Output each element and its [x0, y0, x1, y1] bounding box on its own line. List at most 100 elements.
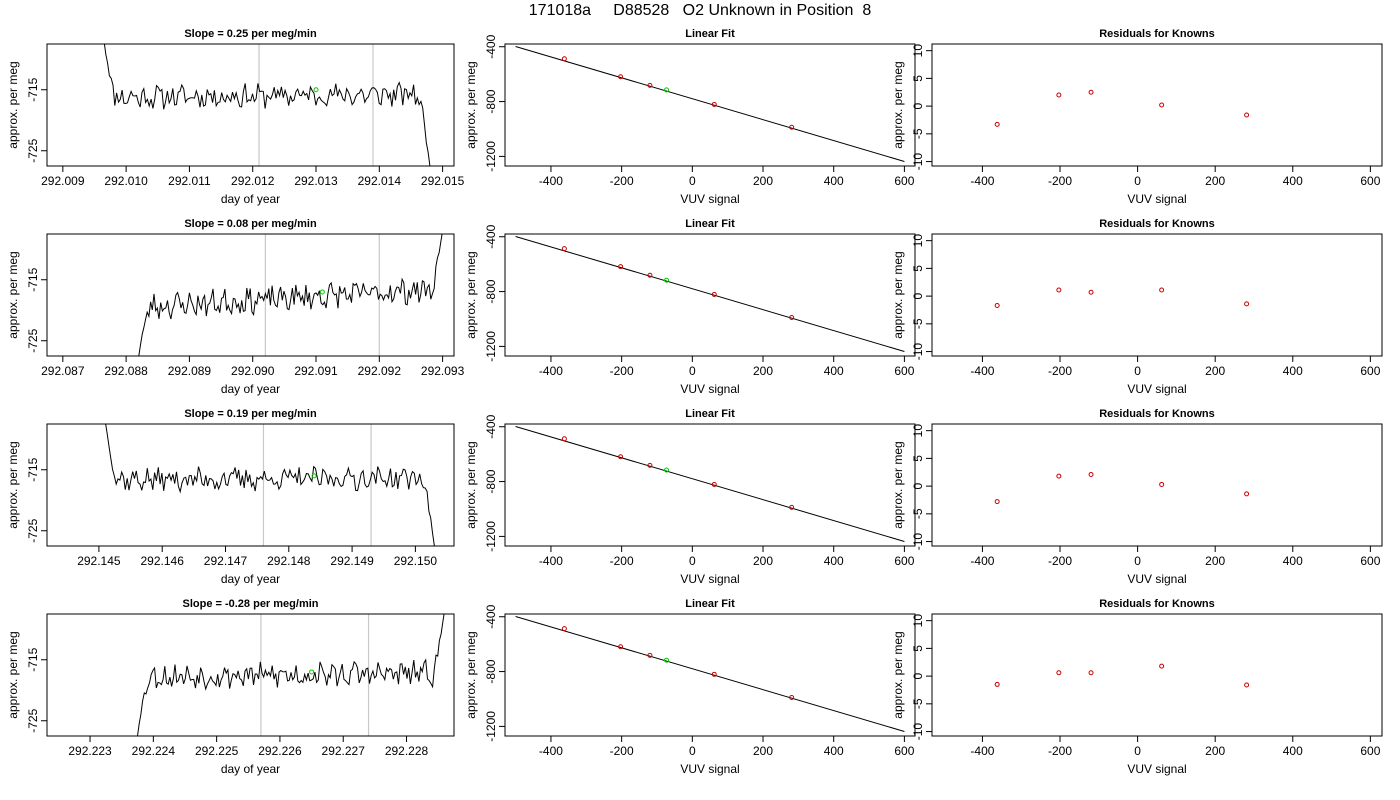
- y-tick-label: -800: [484, 89, 498, 113]
- known-point: [789, 124, 795, 130]
- residual-point: [1244, 112, 1250, 118]
- y-tick-label: -1200: [484, 141, 498, 172]
- x-tick-label: -400: [970, 364, 994, 378]
- known-point: [561, 56, 567, 62]
- x-tick-label: 600: [894, 554, 914, 568]
- known-point: [789, 694, 795, 700]
- x-tick-label: 200: [753, 554, 773, 568]
- x-tick-label: 292.010: [104, 174, 148, 188]
- x-tick-label: 292.088: [104, 364, 148, 378]
- x-tick-label: 400: [1283, 554, 1303, 568]
- known-point: [647, 652, 653, 658]
- x-tick-label: 400: [824, 554, 844, 568]
- x-tick-label: 200: [753, 174, 773, 188]
- known-point: [561, 246, 567, 252]
- x-tick-label: 292.146: [141, 554, 185, 568]
- y-axis-label: approx. per meg: [464, 441, 478, 528]
- y-tick-label: -800: [484, 469, 498, 493]
- unknown-sample-marker: [309, 669, 315, 675]
- x-tick-label: 400: [824, 364, 844, 378]
- plot-frame: [504, 613, 916, 737]
- unknown-point: [664, 657, 670, 663]
- x-tick-label: 292.228: [385, 744, 429, 758]
- x-tick-label: 600: [1360, 744, 1380, 758]
- x-tick-label: 200: [753, 364, 773, 378]
- x-tick-label: 600: [894, 174, 914, 188]
- x-tick-label: 400: [824, 744, 844, 758]
- plot-frame: [46, 423, 455, 547]
- y-tick-label: -800: [484, 659, 498, 683]
- y-tick-label: 10: [911, 614, 925, 628]
- x-tick-label: 292.087: [41, 364, 85, 378]
- y-axis-label: approx. per meg: [891, 631, 905, 718]
- known-point: [618, 454, 624, 460]
- x-tick-label: -200: [610, 364, 634, 378]
- x-tick-label: -400: [970, 554, 994, 568]
- unknown-point: [664, 87, 670, 93]
- residual-point: [1056, 670, 1062, 676]
- residual-point: [1056, 287, 1062, 293]
- known-point: [789, 314, 795, 320]
- unknown-sample-marker: [313, 87, 319, 93]
- x-tick-label: 600: [894, 364, 914, 378]
- x-tick-label: 292.223: [68, 744, 112, 758]
- x-tick-label: 292.145: [77, 554, 121, 568]
- panel-fit-row2: Linear Fit -400 -200 0 200 400 600 -400 -800 -120…: [464, 218, 916, 396]
- y-tick-label: -5: [911, 698, 925, 709]
- panel-trace-row3: Slope = 0.19 per meg/min 292.145 292.146 29…: [6, 408, 455, 586]
- x-axis-label: VUV signal: [1127, 192, 1186, 206]
- x-axis-label: day of year: [221, 762, 280, 776]
- known-point: [618, 264, 624, 270]
- panel-fit-row1: Linear Fit -400 -200 0 200 400 600 -400 -800 -120…: [464, 28, 916, 206]
- residual-point: [1159, 287, 1165, 293]
- panel-trace-row1: Slope = 0.25 per meg/min 292.009 292.010 29…: [6, 28, 465, 206]
- plot-area: [994, 663, 1250, 688]
- plot-area: [105, 424, 435, 546]
- plot-frame: [504, 43, 916, 167]
- x-tick-label: 0: [689, 554, 696, 568]
- x-tick-label: 292.225: [195, 744, 239, 758]
- panel-fit-row3: Linear Fit -400 -200 0 200 400 600 -400 -800 -120…: [464, 408, 916, 586]
- y-tick-label: 10: [911, 234, 925, 248]
- residual-point: [1088, 89, 1094, 95]
- plot-area: [103, 44, 431, 166]
- x-tick-label: 292.015: [421, 174, 465, 188]
- x-tick-label: 292.090: [231, 364, 275, 378]
- y-tick-label: -725: [26, 328, 40, 352]
- plot-frame: [931, 43, 1383, 167]
- known-point: [647, 82, 653, 88]
- plot-area: [515, 45, 905, 162]
- fit-line: [515, 615, 905, 732]
- plot-area: [994, 287, 1250, 309]
- known-point: [711, 671, 717, 677]
- panel-title: Slope = 0.25 per meg/min: [184, 28, 317, 40]
- x-tick-label: 292.012: [231, 174, 275, 188]
- known-point: [561, 436, 567, 442]
- x-tick-label: 292.148: [267, 554, 311, 568]
- panel-trace-row2: Slope = 0.08 per meg/min 292.087 292.088 29…: [6, 218, 465, 396]
- x-tick-label: 292.226: [258, 744, 302, 758]
- panel-resid-row1: Residuals for Knowns -400 -200 0 200 400 600 10…: [891, 28, 1383, 206]
- known-point: [647, 462, 653, 468]
- x-tick-label: -400: [970, 174, 994, 188]
- x-tick-label: 292.093: [421, 364, 465, 378]
- plot-area: [994, 471, 1250, 505]
- unknown-point: [664, 277, 670, 283]
- panel-title: Linear Fit: [685, 408, 735, 420]
- trace-line: [105, 424, 435, 546]
- trace-line: [137, 614, 445, 736]
- y-tick-label: -1200: [484, 521, 498, 552]
- y-tick-label: -10: [911, 533, 925, 551]
- y-axis-label: approx. per meg: [891, 251, 905, 338]
- y-tick-label: -400: [484, 224, 498, 248]
- panel-fit-row4: Linear Fit -400 -200 0 200 400 600 -400 -800 -120…: [464, 598, 916, 776]
- plot-area: [515, 235, 905, 352]
- y-axis-label: approx. per meg: [464, 251, 478, 338]
- y-axis-label: approx. per meg: [6, 251, 20, 338]
- plot-frame: [931, 233, 1383, 357]
- plot-frame: [46, 233, 455, 357]
- y-tick-label: -1200: [484, 711, 498, 742]
- y-tick-label: -715: [26, 457, 40, 481]
- known-point: [711, 291, 717, 297]
